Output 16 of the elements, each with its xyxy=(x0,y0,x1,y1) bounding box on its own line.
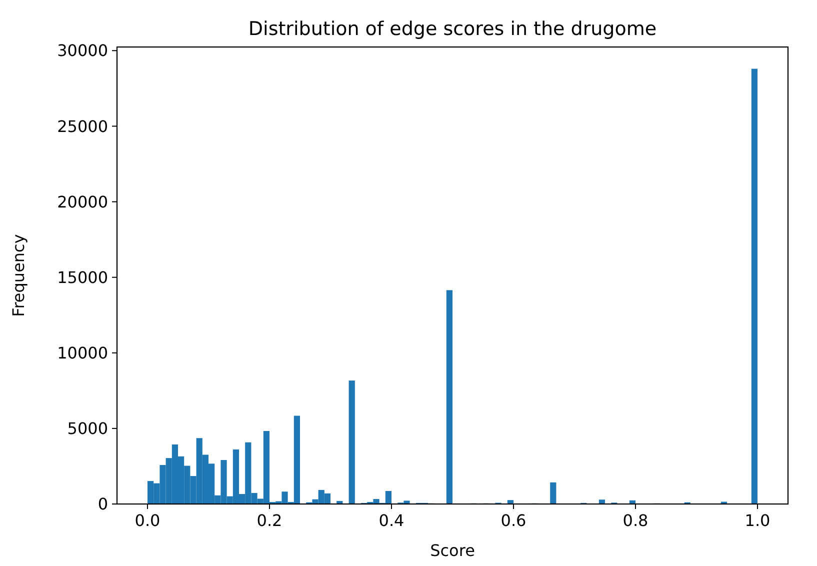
x-tick-label: 1.0 xyxy=(744,511,770,530)
x-axis-title: Score xyxy=(430,541,475,560)
y-tick-label: 30000 xyxy=(57,41,108,60)
y-tick-label: 5000 xyxy=(67,419,108,438)
x-tick-label: 0.8 xyxy=(622,511,648,530)
y-tick-label: 0 xyxy=(98,494,108,514)
y-tick-label: 25000 xyxy=(57,116,108,136)
y-axis-title: Frequency xyxy=(9,234,28,317)
y-tick-label: 20000 xyxy=(57,192,108,212)
x-tick-label: 0.2 xyxy=(256,511,282,530)
chart-title: Distribution of edge scores in the drugome xyxy=(248,18,657,40)
x-tick-label: 0.6 xyxy=(500,511,526,530)
y-tick-label: 10000 xyxy=(57,343,108,362)
x-tick-label: 0.0 xyxy=(134,511,160,530)
x-tick-label: 0.4 xyxy=(378,511,404,530)
y-tick-label: 15000 xyxy=(57,268,108,287)
